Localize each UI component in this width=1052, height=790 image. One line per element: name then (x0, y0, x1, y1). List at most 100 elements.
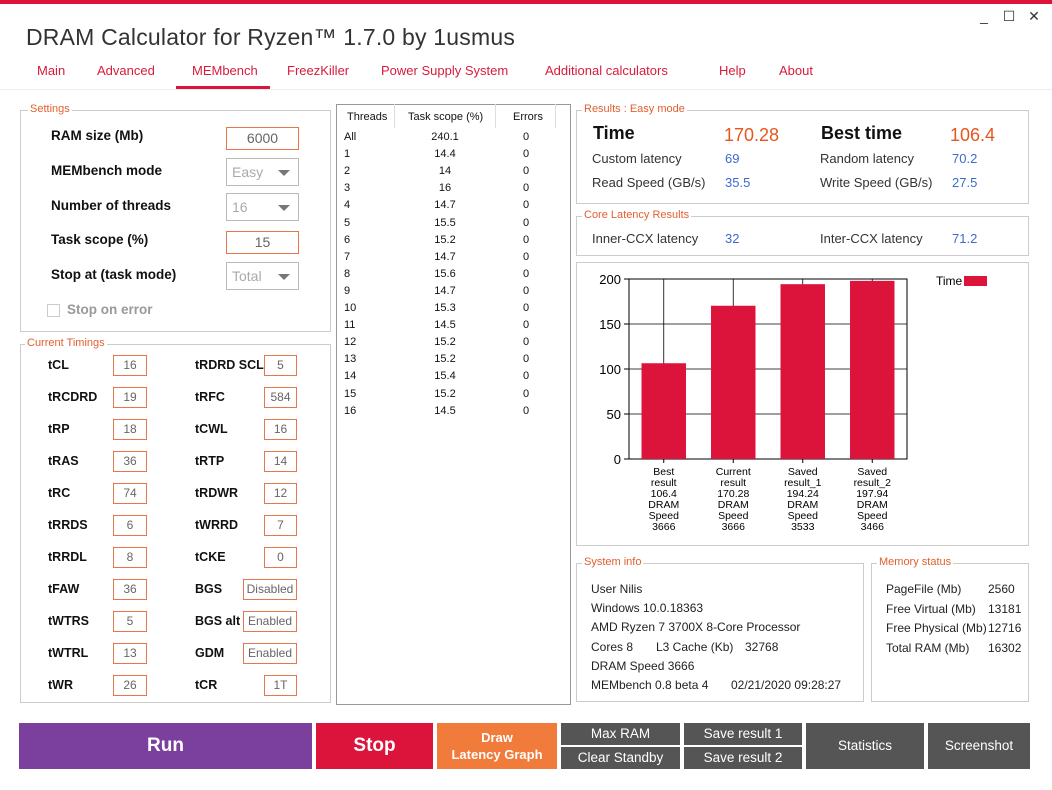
tab-membench[interactable]: MEMbench (192, 63, 258, 78)
chart-x-tick-label: Speed (857, 510, 888, 522)
timing-value-trcdrd[interactable]: 19 (113, 387, 147, 408)
task-scope-input[interactable]: 15 (226, 231, 299, 254)
thread-id: 16 (344, 405, 357, 417)
window-top-bar (0, 0, 1052, 4)
ram-size-input[interactable]: 6000 (226, 127, 299, 150)
timing-value-bgs-alt[interactable]: Enabled (243, 611, 297, 632)
system-dram-speed: DRAM Speed 3666 (591, 659, 695, 673)
table-header-threads[interactable]: Threads (347, 111, 388, 123)
timing-value-trdrd-scl[interactable]: 5 (264, 355, 297, 376)
thread-errors: 0 (522, 302, 530, 314)
chart-x-tick-label: 197.94 (856, 488, 888, 500)
table-header-errors[interactable]: Errors (513, 111, 543, 123)
save-result-1-button[interactable]: Save result 1 (684, 723, 802, 745)
thread-id: All (344, 131, 357, 143)
stop-at-select[interactable]: Total (226, 262, 299, 290)
tab-freezkiller[interactable]: FreezKiller (287, 63, 350, 78)
timing-value-tcl[interactable]: 16 (113, 355, 147, 376)
timing-value-tcke[interactable]: 0 (264, 547, 297, 568)
timing-value-twtrs[interactable]: 5 (113, 611, 147, 632)
best-time-value: 106.4 (950, 125, 996, 145)
memory-status-label: Total RAM (Mb) (886, 641, 970, 655)
timing-label-bgs: BGS (195, 582, 223, 596)
draw-latency-graph-button[interactable]: Draw Latency Graph (437, 723, 557, 769)
chart-legend-swatch (964, 276, 987, 286)
stop-at-label: Stop at (task mode) (51, 267, 177, 282)
timing-value-trc[interactable]: 74 (113, 483, 147, 504)
tab-about[interactable]: About (779, 63, 813, 78)
timing-value-twr[interactable]: 26 (113, 675, 147, 696)
timing-value-trrds[interactable]: 6 (113, 515, 147, 536)
chart-bar (641, 363, 686, 459)
chart-legend-label: Time (936, 274, 963, 288)
timing-value-trrdl[interactable]: 8 (113, 547, 147, 568)
maximize-button[interactable]: ☐ (1002, 8, 1016, 24)
statistics-button[interactable]: Statistics (806, 723, 924, 769)
timing-label-twtrs: tWTRS (48, 614, 89, 628)
tab-power-supply-system[interactable]: Power Supply System (381, 63, 509, 78)
timings-legend: Current Timings (25, 337, 107, 349)
timing-value-tcr[interactable]: 1T (264, 675, 297, 696)
timing-value-trdwr[interactable]: 12 (264, 483, 297, 504)
timing-label-tcl: tCL (48, 358, 69, 372)
timing-value-tcwl[interactable]: 16 (264, 419, 297, 440)
timing-value-trtp[interactable]: 14 (264, 451, 297, 472)
membench-mode-select[interactable]: Easy (226, 158, 299, 186)
timing-label-twr: tWR (48, 678, 73, 692)
tab-additional-calculators[interactable]: Additional calculators (545, 63, 668, 78)
thread-task-scope: 15.5 (434, 217, 456, 229)
thread-id: 9 (344, 285, 351, 297)
time-label: Time (593, 123, 635, 143)
thread-errors: 0 (522, 148, 530, 160)
timing-value-trfc[interactable]: 584 (264, 387, 297, 408)
system-cores: Cores 8 (591, 640, 634, 654)
run-button[interactable]: Run (19, 723, 312, 769)
system-l3-value: 32768 (745, 640, 779, 654)
thread-errors: 0 (522, 251, 530, 263)
random-latency-value: 70.2 (952, 151, 978, 166)
timing-value-tfaw[interactable]: 36 (113, 579, 147, 600)
chart-x-tick-label: Speed (788, 510, 819, 522)
timing-value-tras[interactable]: 36 (113, 451, 147, 472)
max-ram-button[interactable]: Max RAM (561, 723, 680, 745)
read-speed-value: 35.5 (725, 175, 751, 190)
table-header-task-scope[interactable]: Task scope (%) (408, 111, 484, 123)
timing-value-trp[interactable]: 18 (113, 419, 147, 440)
save-result-2-button[interactable]: Save result 2 (684, 747, 802, 769)
tab-main[interactable]: Main (37, 63, 66, 78)
threads-label: Number of threads (51, 198, 172, 213)
memory-status-label: Free Virtual (Mb) (886, 602, 976, 616)
thread-errors: 0 (522, 353, 530, 365)
thread-id: 6 (344, 234, 351, 246)
close-button[interactable]: ✕ (1028, 8, 1040, 24)
system-datetime: 02/21/2020 09:28:27 (731, 678, 842, 692)
tab-advanced[interactable]: Advanced (97, 63, 155, 78)
timing-value-gdm[interactable]: Enabled (243, 643, 297, 664)
chart-x-tick-label: 170.28 (717, 488, 749, 500)
thread-task-scope: 15.3 (434, 302, 456, 314)
thread-task-scope: 14.7 (434, 251, 456, 263)
memory-status-value: 16302 (988, 641, 1022, 655)
best-time-label: Best time (821, 123, 903, 143)
task-scope-label: Task scope (%) (51, 232, 149, 247)
time-bar-chart: 050100150200Bestresult106.4DRAMSpeed3666… (599, 272, 987, 533)
timing-label-tcr: tCR (195, 678, 218, 692)
stop-on-error-checkbox[interactable] (47, 304, 60, 317)
app-title: DRAM Calculator for Ryzen™ 1.7.0 by 1usm… (26, 24, 516, 50)
tab-help[interactable]: Help (719, 63, 746, 78)
screenshot-button[interactable]: Screenshot (928, 723, 1030, 769)
chart-bar (711, 305, 756, 459)
thread-id: 8 (344, 268, 351, 280)
timing-label-tcke: tCKE (195, 550, 226, 564)
timing-value-twtrl[interactable]: 13 (113, 643, 147, 664)
custom-latency-label: Custom latency (592, 151, 682, 166)
timing-value-twrrd[interactable]: 7 (264, 515, 297, 536)
stop-button[interactable]: Stop (316, 723, 433, 769)
minimize-button[interactable]: _ (980, 8, 988, 24)
chart-x-tick-label: result_2 (854, 477, 892, 489)
clear-standby-button[interactable]: Clear Standby (561, 747, 680, 769)
system-cpu: AMD Ryzen 7 3700X 8-Core Processor (591, 620, 801, 634)
chart-x-tick-label: 3666 (652, 521, 676, 533)
timing-value-bgs[interactable]: Disabled (243, 579, 297, 600)
threads-select[interactable]: 16 (226, 193, 299, 221)
